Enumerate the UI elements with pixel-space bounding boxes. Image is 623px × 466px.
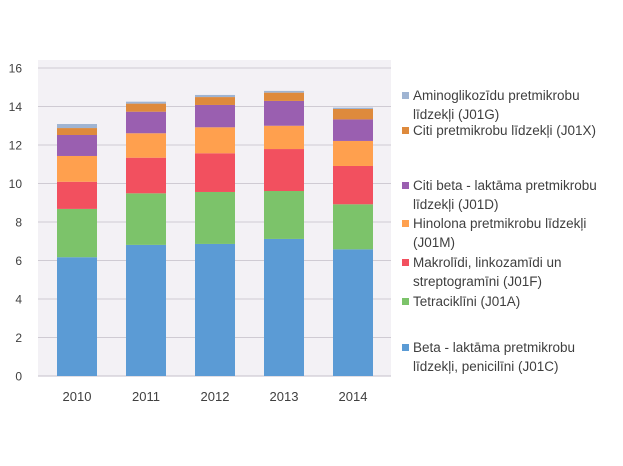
bars [57, 90, 373, 376]
bar-segment [333, 249, 373, 376]
bar-segment [57, 134, 97, 156]
bar-segment [57, 128, 97, 135]
bar-segment [333, 109, 373, 120]
legend-swatch [402, 220, 409, 227]
bar-segment [126, 193, 166, 245]
bar-segment [195, 97, 235, 105]
y-tick-label: 6 [15, 254, 22, 268]
y-tick-label: 10 [9, 177, 23, 191]
bar-segment [333, 107, 373, 110]
legend-item-j01f: Makrolīdi, linkozamīdi un streptogramīni… [402, 253, 613, 291]
legend-label: Aminoglikozīdu pretmikrobu līdzekļi (J01… [413, 88, 580, 122]
bar-segment [333, 165, 373, 205]
x-tick-label: 2011 [132, 389, 160, 404]
bar-segment [126, 111, 166, 134]
bar-segment [57, 181, 97, 209]
legend-item-j01c: Beta - laktāma pretmikrobu līdzekļi, pen… [402, 338, 613, 376]
legend-swatch [402, 259, 409, 266]
legend-item-j01g: Aminoglikozīdu pretmikrobu līdzekļi (J01… [402, 86, 613, 124]
bar-segment [195, 243, 235, 376]
bar-segment [57, 257, 97, 376]
bar-segment [264, 238, 304, 376]
bar-segment [333, 119, 373, 141]
bar-segment [195, 104, 235, 128]
bar-segment [126, 101, 166, 104]
legend-label: Hinolona pretmikrobu līdzekļi (J01M) [413, 216, 587, 250]
bar-segment [126, 244, 166, 376]
legend-swatch [402, 344, 409, 351]
bar-segment [264, 92, 304, 101]
y-axis-tick-labels: 0 2 4 6 8 10 12 14 16 [9, 62, 23, 384]
bar-segment [264, 149, 304, 192]
bar-segment [333, 204, 373, 250]
bar-segment [195, 94, 235, 98]
x-axis-tick-labels: 2010 2011 2012 2013 2014 [63, 389, 368, 404]
bar-segment [264, 100, 304, 126]
bar-segment [126, 103, 166, 112]
bar-segment [264, 125, 304, 150]
y-tick-label: 8 [15, 216, 22, 230]
x-tick-label: 2012 [201, 389, 230, 404]
x-tick-label: 2010 [63, 389, 92, 404]
bar-segment [333, 140, 373, 166]
bar-segment [57, 124, 97, 129]
bar-segment [57, 208, 97, 258]
x-tick-label: 2014 [339, 389, 368, 404]
legend-label: Citi beta - laktāma pretmikrobu līdzekļi… [413, 178, 597, 212]
x-tick-label: 2013 [270, 389, 299, 404]
y-tick-label: 12 [9, 139, 23, 153]
legend-swatch [402, 127, 409, 134]
legend-item-j01a: Tetraciklīni (J01A) [402, 292, 613, 311]
legend-label: Beta - laktāma pretmikrobu līdzekļi, pen… [413, 340, 576, 374]
legend-label: Tetraciklīni (J01A) [413, 294, 521, 309]
legend-item-j01m: Hinolona pretmikrobu līdzekļi (J01M) [402, 214, 613, 252]
y-tick-label: 2 [15, 331, 22, 345]
legend-label: Makrolīdi, linkozamīdi un streptogramīni… [413, 255, 562, 289]
legend-item-j01x: Citi pretmikrobu līdzekļi (J01X) [402, 121, 613, 140]
legend-swatch [402, 298, 409, 305]
bar-segment [195, 191, 235, 244]
y-tick-label: 14 [9, 100, 23, 114]
legend-label: Citi pretmikrobu līdzekļi (J01X) [413, 123, 597, 138]
y-tick-label: 0 [15, 370, 22, 384]
legend-swatch [402, 182, 409, 189]
bar-segment [264, 191, 304, 239]
bar-segment [57, 155, 97, 182]
bar-segment [126, 157, 166, 194]
y-tick-label: 4 [15, 293, 22, 307]
legend-item-j01d: Citi beta - laktāma pretmikrobu līdzekļi… [402, 176, 613, 214]
bar-segment [195, 127, 235, 154]
legend-swatch [402, 92, 409, 99]
bar-segment [126, 133, 166, 158]
y-tick-label: 16 [9, 62, 23, 76]
bar-segment [195, 153, 235, 192]
bar-segment [264, 90, 304, 93]
